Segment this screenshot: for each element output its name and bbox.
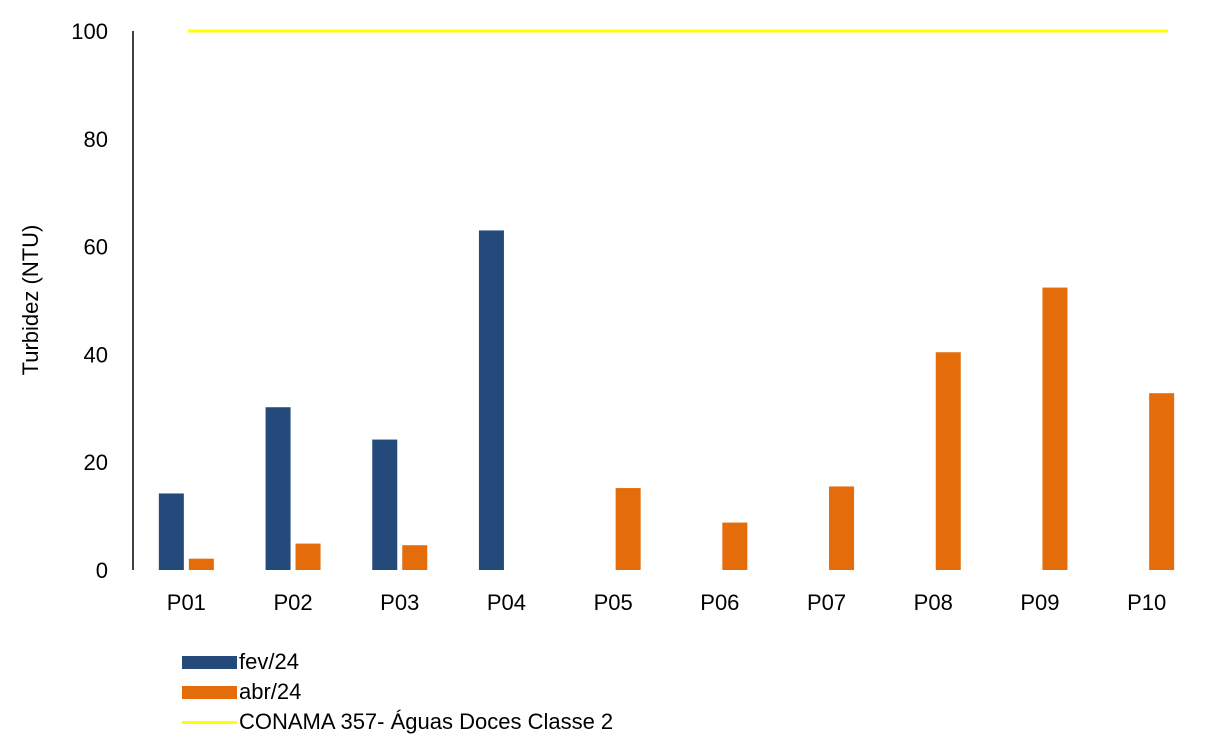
y-tick-label-80: 80 [84,127,108,152]
x-tick-labels: P01 P02 P03 P04 P05 P06 P07 P08 P09 P10 [167,590,1166,615]
x-tick-label-p03: P03 [380,590,419,615]
y-tick-label-100: 100 [71,19,108,44]
bar-abr-p02 [295,543,321,570]
bar-abr-p03 [402,545,428,570]
legend-label-limit: CONAMA 357- Águas Doces Classe 2 [239,709,614,734]
x-tick-label-p08: P08 [914,590,953,615]
legend-item-fev: fev/24 [182,647,613,677]
legend: fev/24 abr/24 CONAMA 357- Águas Doces Cl… [182,647,613,737]
bar-fev-p03 [372,439,398,570]
x-tick-label-p04: P04 [487,590,526,615]
x-tick-label-p01: P01 [167,590,206,615]
legend-label-abr: abr/24 [239,679,302,704]
x-tick-label-p10: P10 [1127,590,1166,615]
x-tick-label-p06: P06 [700,590,739,615]
legend-item-limit: CONAMA 357- Águas Doces Classe 2 [182,707,613,737]
bar-abr-p06 [722,522,748,570]
x-tick-label-p07: P07 [807,590,846,615]
legend-label-fev: fev/24 [239,649,299,674]
x-tick-label-p09: P09 [1020,590,1059,615]
y-tick-label-20: 20 [84,450,108,475]
bar-fev-p01 [158,493,184,570]
legend-swatch-fev [182,655,237,669]
bar-fev-p02 [265,407,291,570]
y-tick-label-60: 60 [84,235,108,260]
bar-abr-p05 [615,488,641,570]
bar-abr-p08 [935,352,961,570]
y-tick-label-40: 40 [84,342,108,367]
x-tick-label-p05: P05 [594,590,633,615]
bar-abr-p01 [188,558,214,570]
bar-abr-p07 [829,486,855,570]
y-axis-title: Turbidez (NTU) [18,225,43,376]
bar-layer [158,230,1175,570]
y-tick-labels: 0 20 40 60 80 100 [71,19,108,583]
bar-fev-p04 [478,230,504,570]
bar-abr-p10 [1149,393,1175,570]
y-tick-label-0: 0 [96,558,108,583]
legend-swatch-abr [182,685,237,699]
legend-swatch-limit [182,720,237,724]
legend-item-abr: abr/24 [182,677,613,707]
x-tick-label-p02: P02 [273,590,312,615]
bar-abr-p09 [1042,287,1068,570]
